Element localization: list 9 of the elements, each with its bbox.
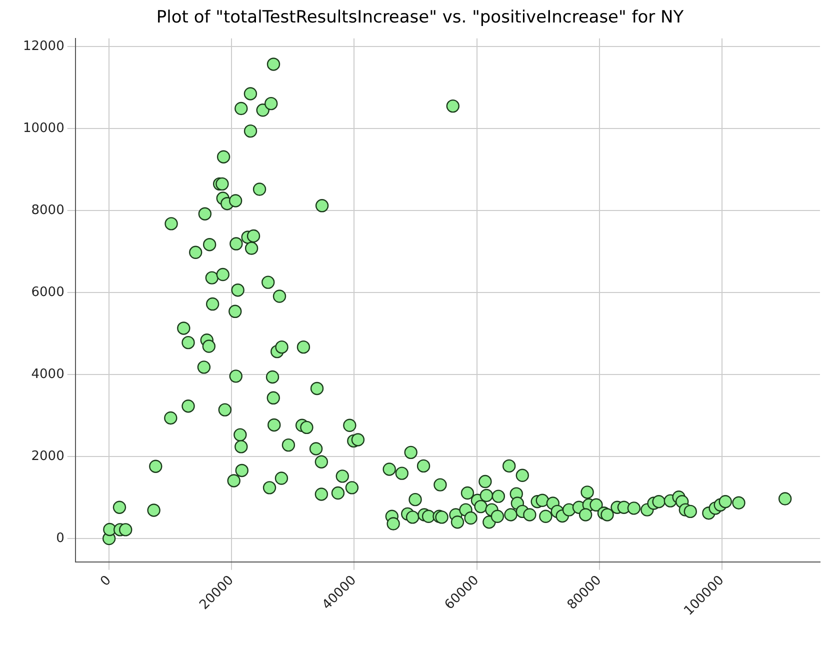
x-tick-label: 0: [98, 573, 114, 590]
y-tick-label: 10000: [22, 120, 64, 136]
y-tick-label: 6000: [31, 284, 64, 300]
y-tick-label: 8000: [31, 202, 64, 218]
y-tick-label: 12000: [22, 38, 64, 54]
y-tick-label: 0: [56, 530, 64, 546]
chart-title: Plot of "totalTestResultsIncrease" vs. "positiveIncrease" for NY: [156, 8, 684, 28]
y-tick-label: 4000: [31, 366, 64, 382]
y-tick-label: 2000: [31, 448, 64, 464]
